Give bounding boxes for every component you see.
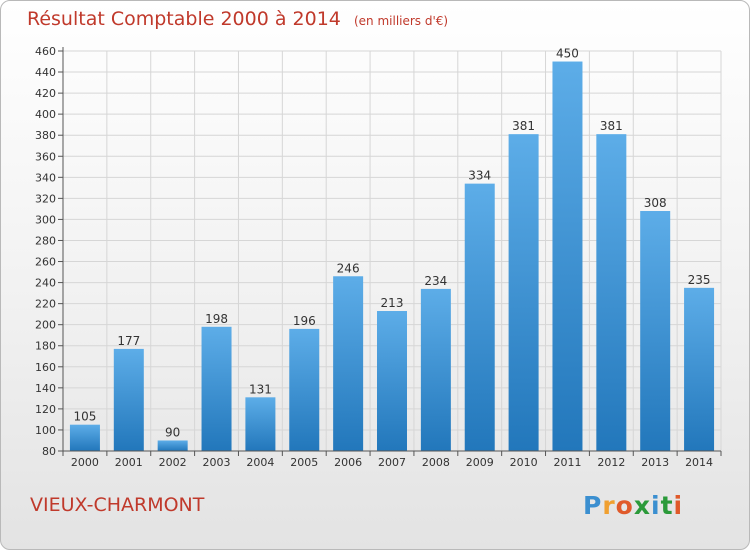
bar-2002 <box>157 440 188 451</box>
label-layer: 105 2000 177 2001 90 2002 198 2003 131 2004 196 200… <box>71 47 713 469</box>
logo-letter: x <box>633 491 651 520</box>
bar-2005 <box>289 328 320 451</box>
chart-title: Résultat Comptable 2000 à 2014 <box>27 8 341 30</box>
town-name: VIEUX-CHARMONT <box>30 494 205 516</box>
x-tick-label-2004: 2004 <box>246 456 274 469</box>
x-tick-label-2014: 2014 <box>685 456 713 469</box>
bar-2010 <box>508 134 539 451</box>
value-label-2013: 308 <box>644 196 667 210</box>
x-tick-label-2006: 2006 <box>334 456 362 469</box>
bar-2008 <box>420 288 451 451</box>
value-label-2003: 198 <box>205 312 228 326</box>
x-tick-label-2011: 2011 <box>553 456 581 469</box>
logo-letter: i <box>673 491 684 520</box>
logo-letter: r <box>602 491 616 520</box>
x-tick-label-2013: 2013 <box>641 456 669 469</box>
chart-title-block: Résultat Comptable 2000 à 2014 (en milli… <box>27 8 448 30</box>
chart-unit-note: (en milliers d'€) <box>353 14 449 28</box>
y-tick-label: 100 <box>35 424 56 437</box>
y-tick-label: 160 <box>35 361 56 374</box>
logo-letter: P <box>583 491 603 520</box>
value-label-2009: 334 <box>468 169 491 183</box>
x-tick-label-2000: 2000 <box>71 456 99 469</box>
y-tick-label: 220 <box>35 298 56 311</box>
value-label-2002: 90 <box>165 425 180 439</box>
value-label-2012: 381 <box>600 119 623 133</box>
value-label-2014: 235 <box>688 273 711 287</box>
logo-letter: i <box>651 491 661 520</box>
value-label-2001: 177 <box>117 334 140 348</box>
y-tick-label: 320 <box>35 192 56 205</box>
y-tick-label: 120 <box>35 403 56 416</box>
bar-2000 <box>69 424 100 451</box>
x-tick-label-2003: 2003 <box>203 456 231 469</box>
logo-letter: t <box>660 491 674 520</box>
y-tick-label: 400 <box>35 108 56 121</box>
bar-2006 <box>333 276 364 451</box>
bar-2009 <box>464 183 495 451</box>
proxiti-logo: Proxiti <box>583 491 683 520</box>
y-tick-label: 200 <box>35 319 56 332</box>
bar-2003 <box>201 326 232 451</box>
y-tick-label: 180 <box>35 340 56 353</box>
y-tick-label: 340 <box>35 171 56 184</box>
axis-layer: 80 100 120 140 160 180 200 220 240 260 280 300 320 34… <box>35 45 722 458</box>
logo-letter: o <box>615 491 634 520</box>
value-label-2007: 213 <box>381 296 404 310</box>
y-tick-label: 460 <box>35 45 56 58</box>
bar-2011 <box>552 61 583 452</box>
y-tick-label: 140 <box>35 382 56 395</box>
x-tick-label-2012: 2012 <box>597 456 625 469</box>
y-tick-label: 300 <box>35 213 56 226</box>
x-tick-label-2009: 2009 <box>466 456 494 469</box>
value-label-2011: 450 <box>556 47 579 61</box>
bar-2012 <box>596 134 627 451</box>
bar-layer <box>69 61 715 452</box>
x-tick-label-2010: 2010 <box>510 456 538 469</box>
x-tick-label-2005: 2005 <box>290 456 318 469</box>
bar-2001 <box>113 348 144 451</box>
x-tick-label-2001: 2001 <box>115 456 143 469</box>
y-tick-label: 440 <box>35 66 56 79</box>
y-tick-label: 260 <box>35 256 56 269</box>
bar-2014 <box>684 287 715 451</box>
y-tick-label: 280 <box>35 234 56 247</box>
y-tick-label: 420 <box>35 87 56 100</box>
x-tick-label-2007: 2007 <box>378 456 406 469</box>
y-tick-label: 240 <box>35 277 56 290</box>
value-label-2010: 381 <box>512 119 535 133</box>
bar-2013 <box>640 211 671 451</box>
value-label-2000: 105 <box>73 410 96 424</box>
x-tick-label-2008: 2008 <box>422 456 450 469</box>
bar-2004 <box>245 397 276 451</box>
y-tick-label: 360 <box>35 150 56 163</box>
y-tick-label: 380 <box>35 129 56 142</box>
y-tick-label: 80 <box>42 445 56 458</box>
value-label-2005: 196 <box>293 314 316 328</box>
x-tick-label-2002: 2002 <box>159 456 187 469</box>
value-label-2008: 234 <box>424 274 447 288</box>
bar-2007 <box>377 311 407 451</box>
value-label-2004: 131 <box>249 382 272 396</box>
value-label-2006: 246 <box>337 261 360 275</box>
